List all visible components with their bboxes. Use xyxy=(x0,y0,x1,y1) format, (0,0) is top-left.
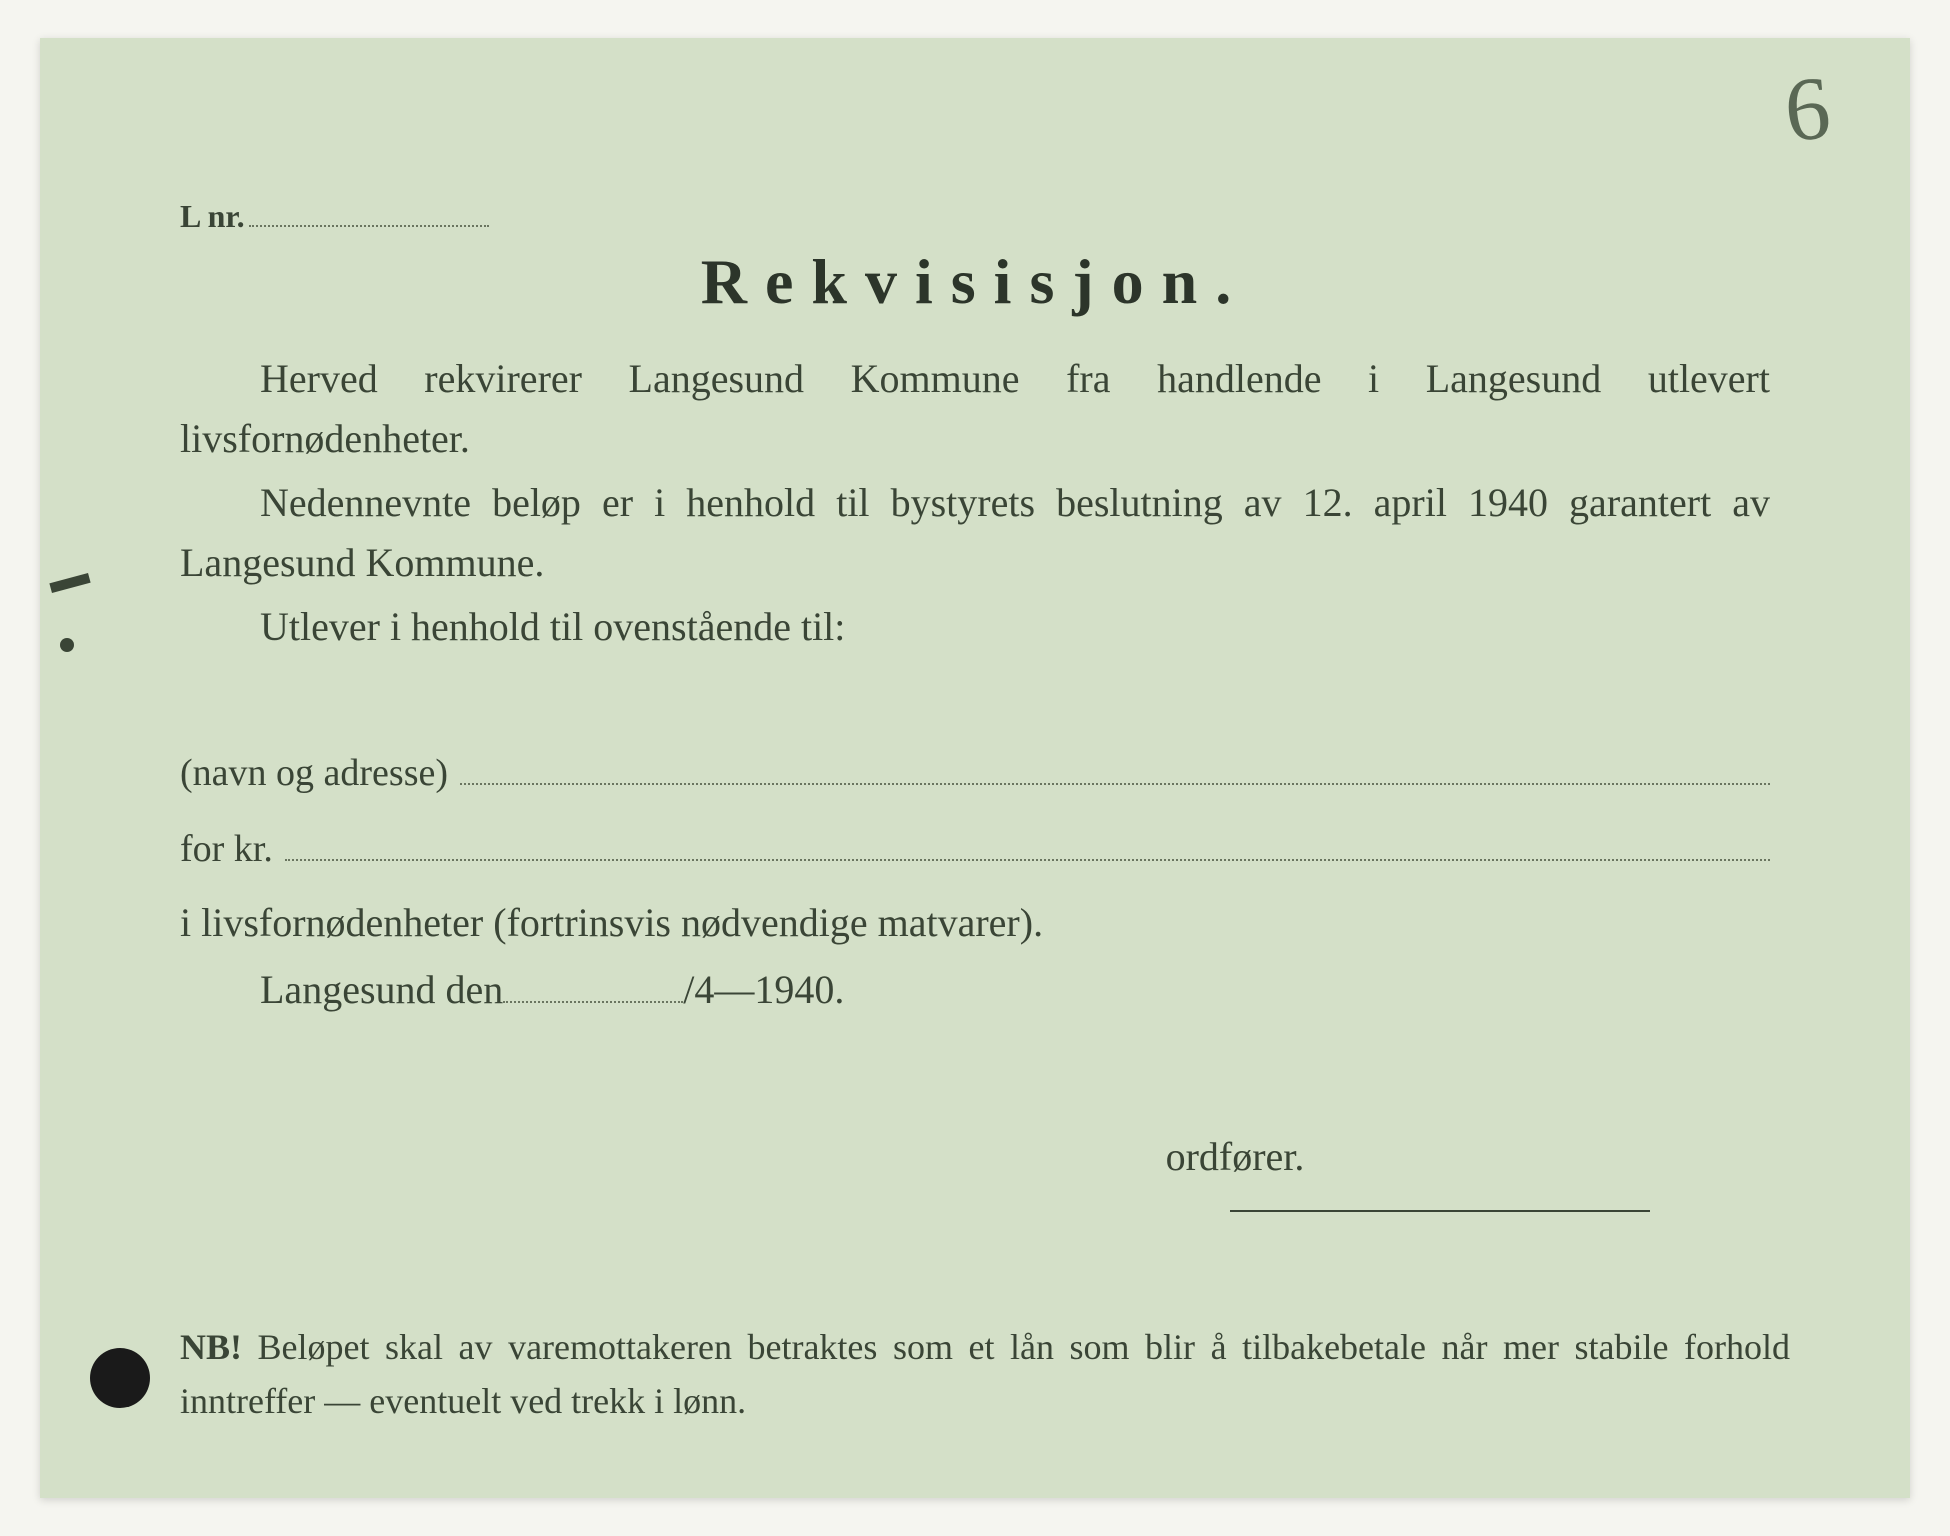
date-blank xyxy=(503,1001,683,1003)
edge-dot xyxy=(60,638,74,652)
nb-footer: NB! Beløpet skal av varemottakeren betra… xyxy=(180,1320,1790,1428)
requisition-document: 6 L nr. Rekvisisjon. Herved rekvirerer L… xyxy=(40,38,1910,1498)
paragraph-3: Utlever i henhold til ovenstående til: xyxy=(180,597,1770,657)
body-text-block: Herved rekvirerer Langesund Kommune fra … xyxy=(180,349,1770,657)
signature-block: ordfører. xyxy=(180,1133,1770,1212)
document-title: Rekvisisjon. xyxy=(180,245,1770,319)
amount-line: for kr. xyxy=(180,823,1770,871)
nb-label: NB! xyxy=(180,1327,242,1367)
fill-in-section: (navn og adresse) for kr. i livsfornøden… xyxy=(180,747,1770,1013)
edge-mark xyxy=(49,573,90,593)
paragraph-1: Herved rekvirerer Langesund Kommune fra … xyxy=(180,349,1770,469)
l-nr-label: L nr. xyxy=(180,198,245,234)
name-address-blank xyxy=(460,747,1770,785)
signature-line xyxy=(1230,1210,1650,1212)
name-address-line: (navn og adresse) xyxy=(180,747,1770,795)
punch-hole-icon xyxy=(90,1348,150,1408)
amount-label: for kr. xyxy=(180,827,273,871)
serial-number-field: L nr. xyxy=(180,198,1770,235)
nb-text: Beløpet skal av varemottakeren betraktes… xyxy=(180,1327,1790,1421)
amount-blank xyxy=(285,823,1770,861)
date-line: Langesund den/4—1940. xyxy=(180,966,1770,1013)
date-suffix: /4—1940. xyxy=(683,967,844,1012)
amount-suffix-text: i livsfornødenheter (fortrinsvis nødvend… xyxy=(180,899,1770,946)
paragraph-2: Nedennevnte beløp er i henhold til bysty… xyxy=(180,473,1770,593)
signature-role: ordfører. xyxy=(700,1133,1770,1180)
name-address-label: (navn og adresse) xyxy=(180,751,448,795)
handwritten-page-number: 6 xyxy=(1781,56,1835,163)
date-prefix: Langesund den xyxy=(260,967,503,1012)
l-nr-blank xyxy=(249,225,489,227)
